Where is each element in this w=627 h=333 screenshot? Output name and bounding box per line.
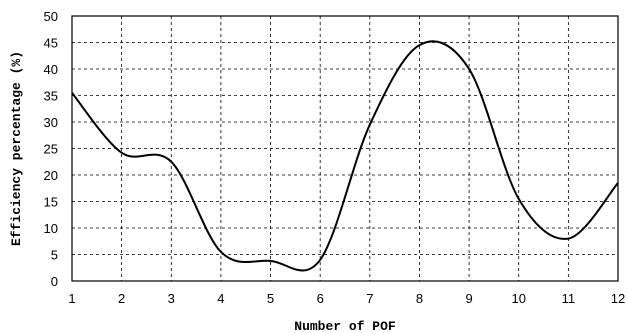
x-tick-label: 2 [118, 291, 125, 306]
y-tick-label: 50 [44, 9, 58, 24]
y-tick-label: 15 [44, 195, 58, 210]
plot-frame [71, 15, 619, 282]
y-tick-label: 40 [44, 62, 58, 77]
y-axis-title: Efficiency percentage (%) [9, 51, 24, 246]
x-tick-label: 8 [416, 291, 423, 306]
x-tick-label: 6 [317, 291, 324, 306]
y-tick-label: 30 [44, 115, 58, 130]
y-tick-label: 0 [51, 274, 58, 289]
x-tick-label: 5 [267, 291, 274, 306]
x-tick-label: 7 [366, 291, 373, 306]
y-tick-label: 10 [44, 221, 58, 236]
series-group [71, 40, 619, 272]
x-axis-ticks: 1 2 3 4 5 6 7 8 9 10 11 12 [68, 291, 625, 306]
x-tick-label: 1 [68, 291, 75, 306]
y-axis-ticks: 0 5 10 15 20 25 30 35 40 45 50 [44, 9, 58, 289]
y-tick-label: 35 [44, 89, 58, 104]
x-tick-label: 4 [217, 291, 224, 306]
x-tick-label: 9 [465, 291, 472, 306]
grid [72, 16, 618, 281]
x-axis-title: Number of POF [294, 319, 396, 333]
y-tick-label: 20 [44, 168, 58, 183]
y-tick-label: 5 [51, 248, 58, 263]
x-tick-label: 11 [562, 291, 576, 306]
x-tick-label: 10 [511, 291, 525, 306]
x-tick-label: 3 [168, 291, 175, 306]
series-line [71, 40, 619, 272]
y-tick-label: 45 [44, 36, 58, 51]
x-tick-label: 12 [611, 291, 625, 306]
y-tick-label: 25 [44, 142, 58, 157]
